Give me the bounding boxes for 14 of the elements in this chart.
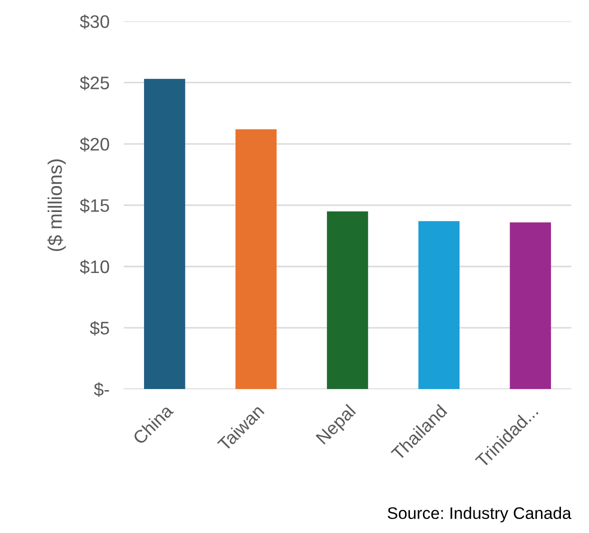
y-tick-label: $10	[80, 260, 110, 274]
y-tick-label: $-	[94, 382, 109, 397]
y-tick-label: $30	[80, 14, 110, 30]
y-tick-label: $20	[80, 137, 110, 152]
bar	[326, 211, 368, 390]
bar	[510, 222, 551, 390]
source-note: Source: Industry Canada	[388, 506, 572, 522]
y-tick-label: $5	[90, 320, 110, 336]
y-axis-title: ($ millions)	[47, 159, 66, 251]
bar	[144, 78, 186, 390]
y-tick-label: $25	[80, 76, 110, 90]
y-tick-label: $15	[80, 198, 110, 213]
bar	[235, 129, 277, 390]
bar	[418, 221, 460, 390]
